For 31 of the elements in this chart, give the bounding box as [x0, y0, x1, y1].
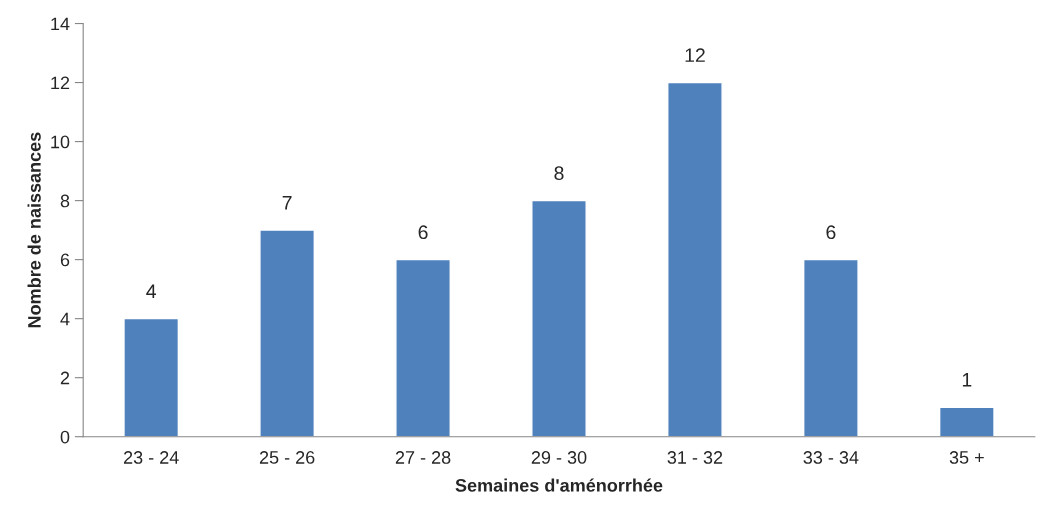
x-tick-label: 33 - 34 [803, 451, 859, 464]
x-tick-label: 25 - 26 [259, 451, 315, 464]
data-label: 6 [418, 225, 428, 240]
bar [259, 229, 315, 437]
bar [123, 317, 180, 437]
bar [667, 81, 723, 437]
x-tick-label: 27 - 28 [395, 451, 451, 464]
data-label: 4 [146, 284, 157, 298]
data-label: 12 [685, 48, 705, 62]
bar [938, 406, 995, 437]
y-tick-label: 14 [51, 17, 70, 31]
y-tick-label: 4 [60, 312, 70, 326]
bar [395, 258, 451, 437]
x-tick-label: 31 - 32 [667, 451, 723, 464]
x-tick-label: 29 - 30 [531, 451, 587, 464]
x-axis-title: Semaines d'aménorrhée [455, 478, 663, 492]
bar [531, 199, 587, 437]
y-tick-label: 2 [60, 371, 70, 385]
data-label: 8 [554, 166, 564, 181]
y-tick-label: 12 [51, 76, 70, 90]
data-label: 6 [826, 225, 836, 240]
data-label: 1 [962, 373, 972, 387]
y-tick-label: 10 [51, 135, 70, 149]
y-tick-label: 6 [60, 253, 70, 267]
y-axis-title: Nombre de naissances [27, 132, 41, 328]
data-label: 7 [282, 196, 292, 210]
y-tick-label: 0 [60, 430, 70, 444]
x-tick-label: 23 - 24 [123, 451, 179, 464]
bar [803, 258, 859, 437]
y-tick-label: 8 [60, 194, 70, 208]
x-tick-label: 35 + [949, 451, 984, 464]
